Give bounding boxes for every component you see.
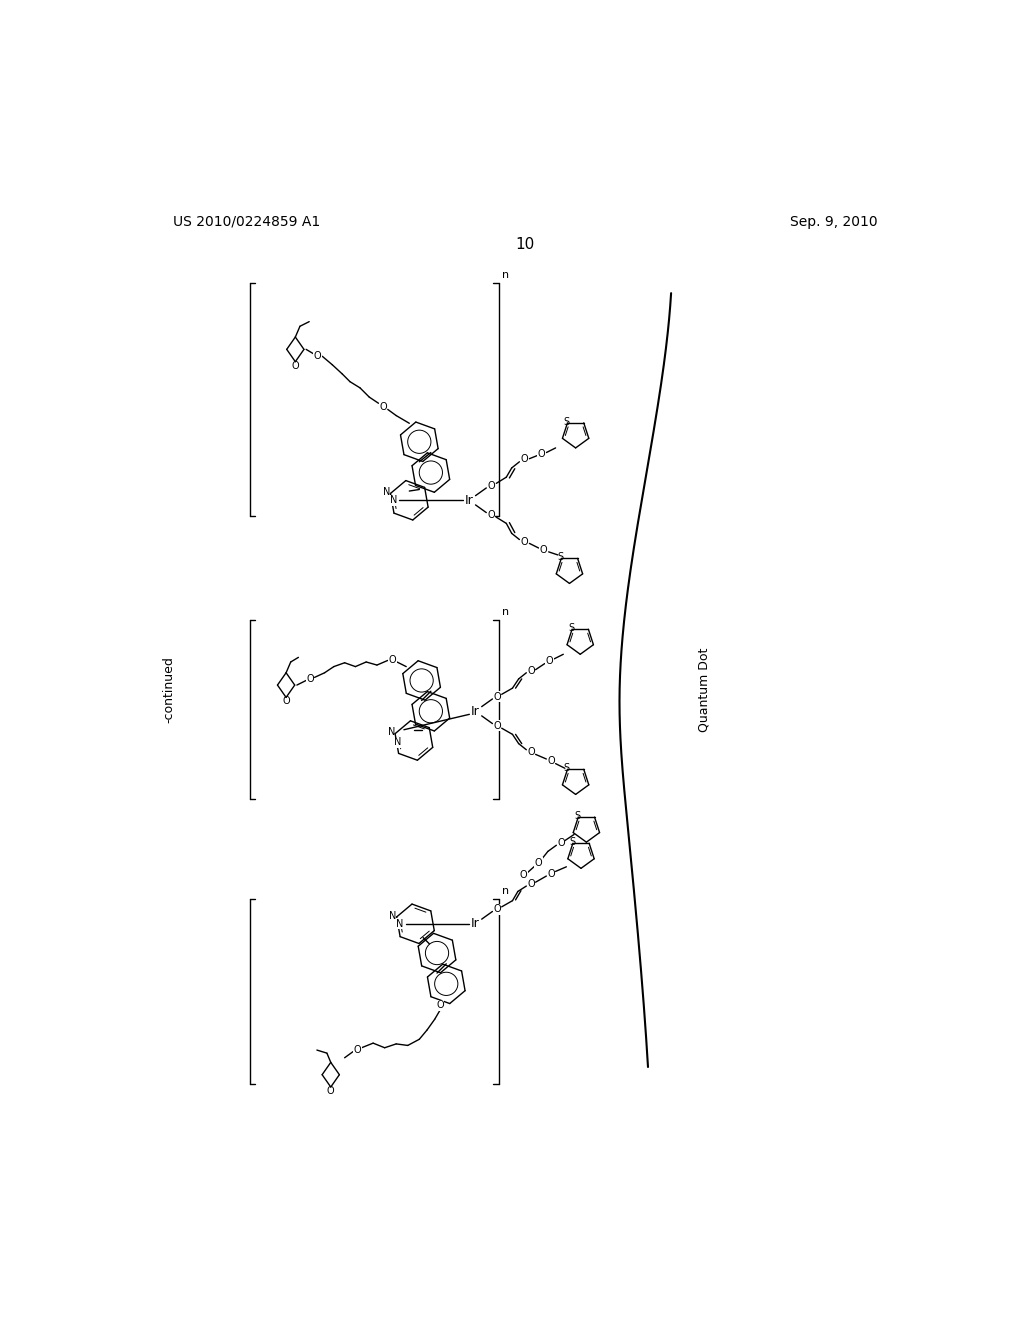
Text: N: N	[389, 911, 396, 920]
Text: O: O	[306, 675, 313, 684]
Text: O: O	[527, 747, 535, 758]
Text: O: O	[388, 656, 396, 665]
Text: N: N	[394, 737, 401, 747]
Text: n: n	[503, 607, 510, 618]
Text: N: N	[390, 495, 397, 506]
Text: N: N	[396, 919, 403, 929]
Text: O: O	[547, 869, 555, 879]
Text: US 2010/0224859 A1: US 2010/0224859 A1	[173, 215, 321, 228]
Text: Ir: Ir	[471, 705, 480, 718]
Text: 10: 10	[515, 238, 535, 252]
Text: O: O	[494, 721, 501, 731]
Text: S: S	[569, 837, 575, 847]
Text: n: n	[503, 886, 510, 896]
Text: Ir: Ir	[471, 917, 480, 931]
Text: n: n	[503, 271, 510, 280]
Text: -continued: -continued	[163, 656, 175, 723]
Text: O: O	[436, 1001, 444, 1010]
Text: O: O	[283, 696, 290, 706]
Text: O: O	[494, 692, 501, 702]
Text: O: O	[314, 351, 322, 362]
Text: O: O	[379, 403, 387, 412]
Text: N: N	[383, 487, 390, 498]
Text: O: O	[547, 756, 555, 767]
Text: S: S	[563, 417, 569, 426]
Text: O: O	[527, 667, 535, 676]
Text: Quantum Dot: Quantum Dot	[697, 648, 711, 731]
Text: S: S	[563, 763, 569, 774]
Text: O: O	[487, 510, 495, 520]
Text: O: O	[519, 870, 527, 880]
Text: S: S	[574, 810, 581, 821]
Text: O: O	[535, 858, 543, 869]
Text: O: O	[540, 545, 547, 556]
Text: O: O	[538, 449, 546, 459]
Text: O: O	[354, 1045, 361, 1055]
Text: O: O	[520, 537, 527, 546]
Text: O: O	[327, 1086, 335, 1096]
Text: O: O	[520, 454, 527, 465]
Text: S: S	[557, 552, 563, 562]
Text: O: O	[487, 480, 495, 491]
Text: O: O	[546, 656, 553, 667]
Text: Sep. 9, 2010: Sep. 9, 2010	[790, 215, 878, 228]
Text: O: O	[292, 360, 299, 371]
Text: O: O	[557, 838, 565, 847]
Text: O: O	[527, 879, 535, 888]
Text: S: S	[568, 623, 574, 634]
Text: N: N	[388, 727, 395, 738]
Text: Ir: Ir	[465, 494, 474, 507]
Text: O: O	[494, 904, 501, 915]
